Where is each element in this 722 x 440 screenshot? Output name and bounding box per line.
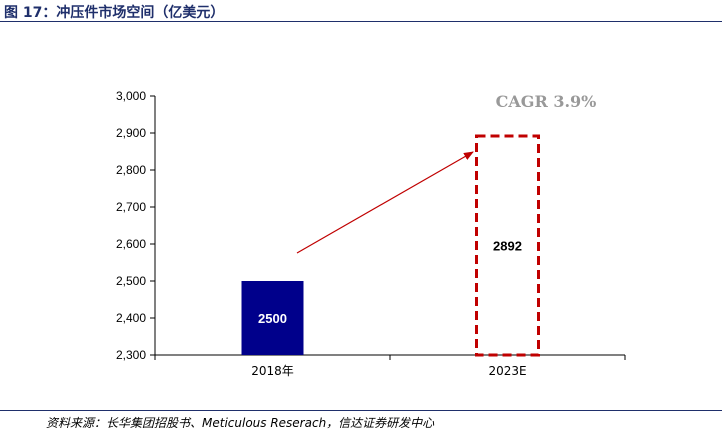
y-tick-label: 2,600 [116,237,146,251]
title-divider [0,21,722,22]
bars-group: 2500 2018年 2892 2023E [241,134,540,378]
y-tick-label: 2,800 [116,163,146,177]
cagr-annotation: CAGR 3.9% [496,92,597,111]
y-tick-label: 2,500 [116,274,146,288]
x-tick-label: 2023E [488,364,526,378]
figure-title: 图 17：冲压件市场空间（亿美元） [4,5,225,21]
source-divider [0,410,722,411]
y-tick-label: 3,000 [116,89,146,103]
figure-header: 图 17：冲压件市场空间（亿美元） [0,0,722,22]
bar-data-label: 2892 [493,238,522,253]
y-tick-label: 2,700 [116,200,146,214]
y-tick-label: 2,300 [116,348,146,362]
bar-data-label: 2500 [258,311,287,326]
x-axis [154,354,626,360]
x-tick-label: 2018年 [251,364,294,378]
bar-2018 [241,281,304,355]
y-tick-label: 2,900 [116,126,146,140]
y-tick-label: 2,400 [116,311,146,325]
growth-arrow [296,151,474,254]
source-note: 资料来源：长华集团招股书、Meticulous Reserach，信达证券研发中… [46,416,435,430]
bar-2023e [475,134,540,357]
y-axis: 2,300 2,400 2,500 2,600 2,700 2,800 2,900 3,000 [116,89,156,362]
